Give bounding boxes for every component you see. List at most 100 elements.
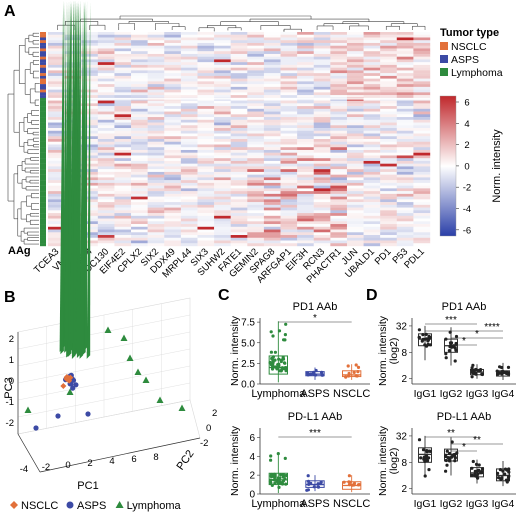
data-point <box>497 476 501 480</box>
heat-cell <box>313 75 331 79</box>
heat-cell <box>180 70 198 74</box>
heat-cell <box>147 213 165 217</box>
heat-cell <box>297 188 314 192</box>
heat-cell <box>114 32 132 35</box>
heat-cell <box>413 106 431 110</box>
heat-cell <box>313 166 331 170</box>
heat-cell <box>396 199 414 203</box>
data-point <box>284 322 288 326</box>
heat-cell <box>363 34 381 38</box>
legend-swatch <box>440 42 448 50</box>
heat-cell <box>380 62 397 66</box>
heat-cell <box>330 51 348 55</box>
heat-cell <box>97 81 115 85</box>
heat-cell <box>48 193 65 197</box>
heat-cell <box>81 40 99 44</box>
heat-cell <box>413 103 431 107</box>
heat-cell <box>297 125 314 129</box>
heat-cell <box>97 191 115 195</box>
legend-swatch <box>440 68 448 76</box>
heat-cell <box>380 53 397 57</box>
tumor-type-cell <box>40 207 46 211</box>
heat-cell <box>313 89 331 93</box>
heat-cell <box>48 158 65 162</box>
heat-cell <box>280 92 298 96</box>
heat-cell <box>247 119 265 123</box>
heat-cell <box>197 56 215 60</box>
tumor-type-cell <box>40 95 46 99</box>
heat-cell <box>297 215 314 219</box>
heat-cell <box>247 70 265 74</box>
heat-cell <box>263 196 281 200</box>
heat-cell <box>363 155 381 159</box>
plot-title: PD-L1 AAb <box>288 411 342 423</box>
tumor-type-cell <box>40 169 46 173</box>
heat-cell <box>197 125 215 129</box>
heat-cell <box>48 51 65 55</box>
heat-cell <box>346 130 364 134</box>
heat-cell <box>363 114 381 118</box>
heat-cell <box>363 180 381 184</box>
heat-cell <box>97 180 115 184</box>
heat-cell <box>280 34 298 38</box>
heat-cell <box>247 215 265 219</box>
tumor-type-cell <box>40 133 46 137</box>
heat-cell <box>313 125 331 129</box>
heat-cell <box>114 125 132 129</box>
data-point <box>474 372 478 376</box>
heat-cell <box>48 202 65 206</box>
data-point <box>269 350 273 354</box>
heat-cell <box>97 48 115 52</box>
heat-cell <box>214 188 231 192</box>
heat-cell <box>131 64 148 68</box>
heat-cell <box>131 144 148 148</box>
heat-cell <box>363 51 381 55</box>
heat-cell <box>164 235 182 238</box>
heat-cell <box>330 213 348 217</box>
heat-cell <box>396 224 414 227</box>
heat-cell <box>247 48 265 52</box>
heat-cell <box>97 229 115 233</box>
data-point <box>269 330 273 334</box>
heat-cell <box>197 196 215 200</box>
heat-cell <box>280 191 298 195</box>
heat-cell <box>114 73 132 77</box>
heat-cell <box>363 215 381 219</box>
data-point <box>307 482 311 486</box>
y-tick-label: 0.0 <box>241 380 255 391</box>
heat-cell <box>180 218 198 222</box>
heat-cell <box>164 240 182 244</box>
heat-cell <box>147 53 165 57</box>
heat-cell <box>214 34 231 38</box>
heat-cell <box>180 81 198 85</box>
heat-cell <box>97 221 115 225</box>
heat-cell <box>114 149 132 153</box>
heat-cell <box>97 213 115 217</box>
heat-cell <box>247 163 265 167</box>
heat-cell <box>363 117 381 120</box>
heat-cell <box>214 51 231 55</box>
heat-cell <box>164 155 182 159</box>
heat-cell <box>197 117 215 120</box>
heat-cell <box>197 67 215 71</box>
legend-label: ASPS <box>77 500 106 512</box>
heat-cell <box>313 100 331 104</box>
heat-cell <box>363 160 381 164</box>
heat-cell <box>230 48 248 52</box>
heat-cell <box>413 232 431 236</box>
heat-cell <box>180 86 198 90</box>
heat-cell <box>214 56 231 60</box>
heat-cell <box>413 64 431 68</box>
heat-cell <box>48 56 65 60</box>
heat-cell <box>396 158 414 162</box>
heat-cell <box>247 51 265 55</box>
heat-cell <box>346 182 364 186</box>
heat-cell <box>280 136 298 140</box>
heat-cell <box>380 45 397 49</box>
heat-cell <box>97 188 115 192</box>
nsclc-point <box>63 374 70 381</box>
heat-cell <box>214 240 231 244</box>
tumor-type-cell <box>40 240 46 244</box>
heat-cell <box>230 62 248 66</box>
data-point <box>471 459 475 464</box>
